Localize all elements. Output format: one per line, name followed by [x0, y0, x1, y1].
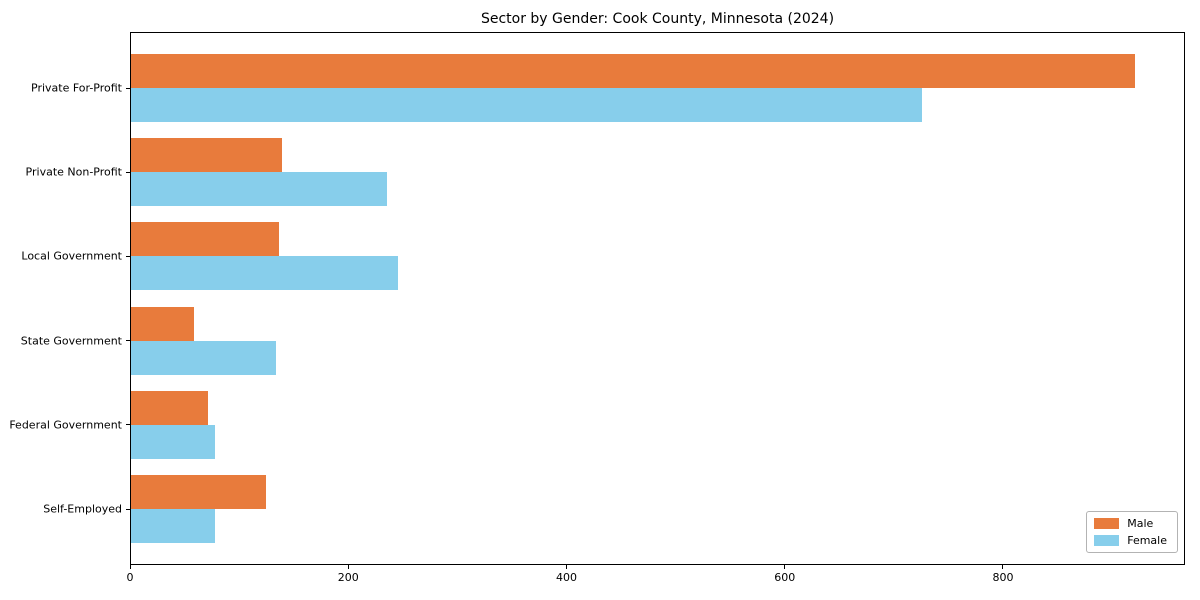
legend: Male Female	[1086, 511, 1178, 553]
legend-swatch-male	[1094, 518, 1120, 529]
y-axis-tick	[126, 255, 130, 257]
x-axis-tick-label: 400	[555, 571, 577, 584]
bar-female-self-employed	[131, 509, 216, 543]
bar-female-local-government	[131, 256, 399, 291]
bar-male-local-government	[131, 222, 280, 257]
x-axis-tick	[129, 565, 131, 569]
legend-label-female: Female	[1127, 534, 1167, 547]
y-axis-label-private-for-profit: Private For-Profit	[31, 81, 122, 95]
y-axis-label-state-government: State Government	[20, 334, 122, 348]
bar-male-private-non-profit	[131, 138, 282, 173]
legend-swatch-female	[1094, 535, 1120, 546]
x-axis-tick-label: 800	[992, 571, 1014, 584]
bar-female-federal-government	[131, 424, 216, 459]
y-axis-tick	[126, 87, 130, 89]
x-axis-tick-label: 600	[774, 571, 796, 584]
x-axis-tick-label: 0	[126, 571, 134, 584]
x-axis-tick	[565, 565, 567, 569]
y-axis-tick	[126, 424, 130, 426]
legend-label-male: Male	[1127, 517, 1154, 530]
x-axis-tick	[347, 565, 349, 569]
bar-male-private-for-profit	[131, 54, 1135, 88]
legend-entry-female: Female	[1094, 535, 1167, 546]
bar-male-federal-government	[131, 390, 209, 425]
bar-male-state-government	[131, 306, 195, 341]
bar-female-state-government	[131, 340, 277, 375]
y-axis-tick	[126, 340, 130, 342]
x-axis-tick	[784, 565, 786, 569]
y-axis-tick	[126, 508, 130, 510]
x-axis-tick-label: 200	[337, 571, 359, 584]
y-axis-label-federal-government: Federal Government	[9, 418, 122, 432]
y-axis-label-local-government: Local Government	[21, 249, 122, 263]
bar-female-private-for-profit	[131, 88, 923, 122]
plot-area: Male Female	[130, 32, 1185, 565]
bar-female-private-non-profit	[131, 172, 388, 207]
chart-title: Sector by Gender: Cook County, Minnesota…	[480, 11, 835, 27]
y-axis-label-self-employed: Self-Employed	[43, 502, 122, 516]
legend-entry-male: Male	[1094, 518, 1167, 529]
x-axis-tick	[1002, 565, 1004, 569]
y-axis-label-private-non-profit: Private Non-Profit	[25, 165, 122, 179]
y-axis-tick	[126, 171, 130, 173]
bar-male-self-employed	[131, 475, 267, 509]
